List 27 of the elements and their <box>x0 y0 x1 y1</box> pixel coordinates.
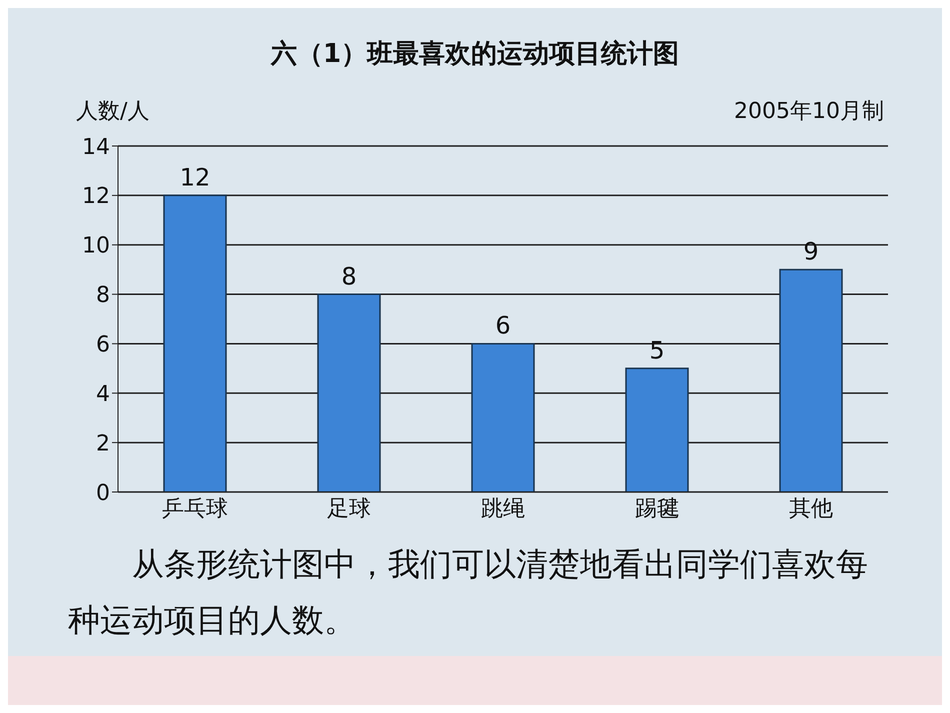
data-label: 6 <box>495 312 511 340</box>
x-tick-label: 跳绳 <box>481 496 525 522</box>
y-tick-label: 0 <box>96 480 110 506</box>
data-label: 12 <box>180 163 210 192</box>
bar <box>779 268 843 492</box>
bar <box>471 342 535 492</box>
x-tick-label: 乒乓球 <box>162 496 228 522</box>
chart-title: 六（1）班最喜欢的运动项目统计图 <box>270 38 680 71</box>
data-label: 5 <box>649 336 665 364</box>
x-tick-label: 踢毽 <box>635 496 679 522</box>
text: 2005年10月制 <box>734 98 884 126</box>
y-tick-label: 8 <box>96 283 110 308</box>
x-tick-label: 其他 <box>789 496 833 522</box>
bar <box>317 294 381 492</box>
data-label: 8 <box>341 262 357 290</box>
bar <box>163 194 227 492</box>
y-tick-label: 14 <box>82 134 110 160</box>
y-axis-title: 人数/人 <box>76 98 150 126</box>
data-label: 9 <box>803 238 819 266</box>
bar <box>625 368 689 492</box>
y-tick-label: 4 <box>96 382 110 407</box>
y-tick-label: 10 <box>82 234 110 259</box>
y-tick-label: 6 <box>96 332 110 358</box>
x-tick-label: 足球 <box>327 496 371 522</box>
y-tick-label: 2 <box>96 431 110 456</box>
text: 从条形统计图中，我们可以清楚地看出同学们喜欢每种运动项目的人数。 <box>68 536 898 648</box>
y-tick-label: 12 <box>82 184 110 210</box>
